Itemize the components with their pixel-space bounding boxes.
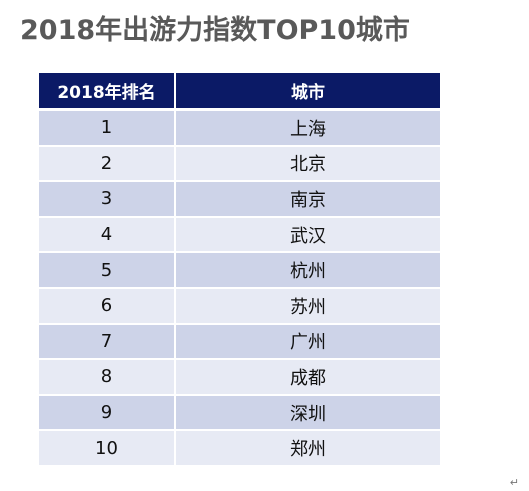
rank-cell: 4 [39,216,176,254]
table-row: 6 苏州 [39,287,440,325]
table-row: 7 广州 [39,323,440,361]
paragraph-mark: ↵ [509,476,519,489]
table-row: 5 杭州 [39,252,440,289]
city-cell: 苏州 [175,287,440,325]
rank-cell: 9 [39,394,176,432]
city-cell: 北京 [175,145,440,183]
table-row: 4 武汉 [39,216,440,254]
rank-cell: 1 [39,109,176,147]
rank-cell: 6 [39,287,176,325]
city-cell: 杭州 [175,252,440,289]
table-row: 1 上海 [39,109,440,147]
table-row: 9 深圳 [39,394,440,432]
ranking-table: 2018年排名 城市 1 上海 2 北京 3 南京 4 武汉 5 杭州 6 苏州 [39,73,440,467]
city-cell: 郑州 [175,430,440,467]
rank-cell: 7 [39,323,176,361]
table-header-row: 2018年排名 城市 [39,73,440,111]
rank-cell: 5 [39,252,176,289]
table-row: 10 郑州 [39,430,440,467]
rank-cell: 10 [39,430,176,467]
page-title: 2018年出游力指数TOP10城市 [20,15,410,46]
city-cell: 上海 [175,109,440,147]
city-cell: 成都 [175,359,440,396]
city-cell: 广州 [175,323,440,361]
table-row: 2 北京 [39,145,440,183]
table-row: 8 成都 [39,359,440,396]
rank-cell: 3 [39,181,176,218]
city-cell: 南京 [175,181,440,218]
column-header-rank: 2018年排名 [39,73,176,111]
rank-cell: 2 [39,145,176,183]
city-cell: 深圳 [175,394,440,432]
rank-cell: 8 [39,359,176,396]
column-header-city: 城市 [175,73,440,111]
table-row: 3 南京 [39,181,440,218]
city-cell: 武汉 [175,216,440,254]
